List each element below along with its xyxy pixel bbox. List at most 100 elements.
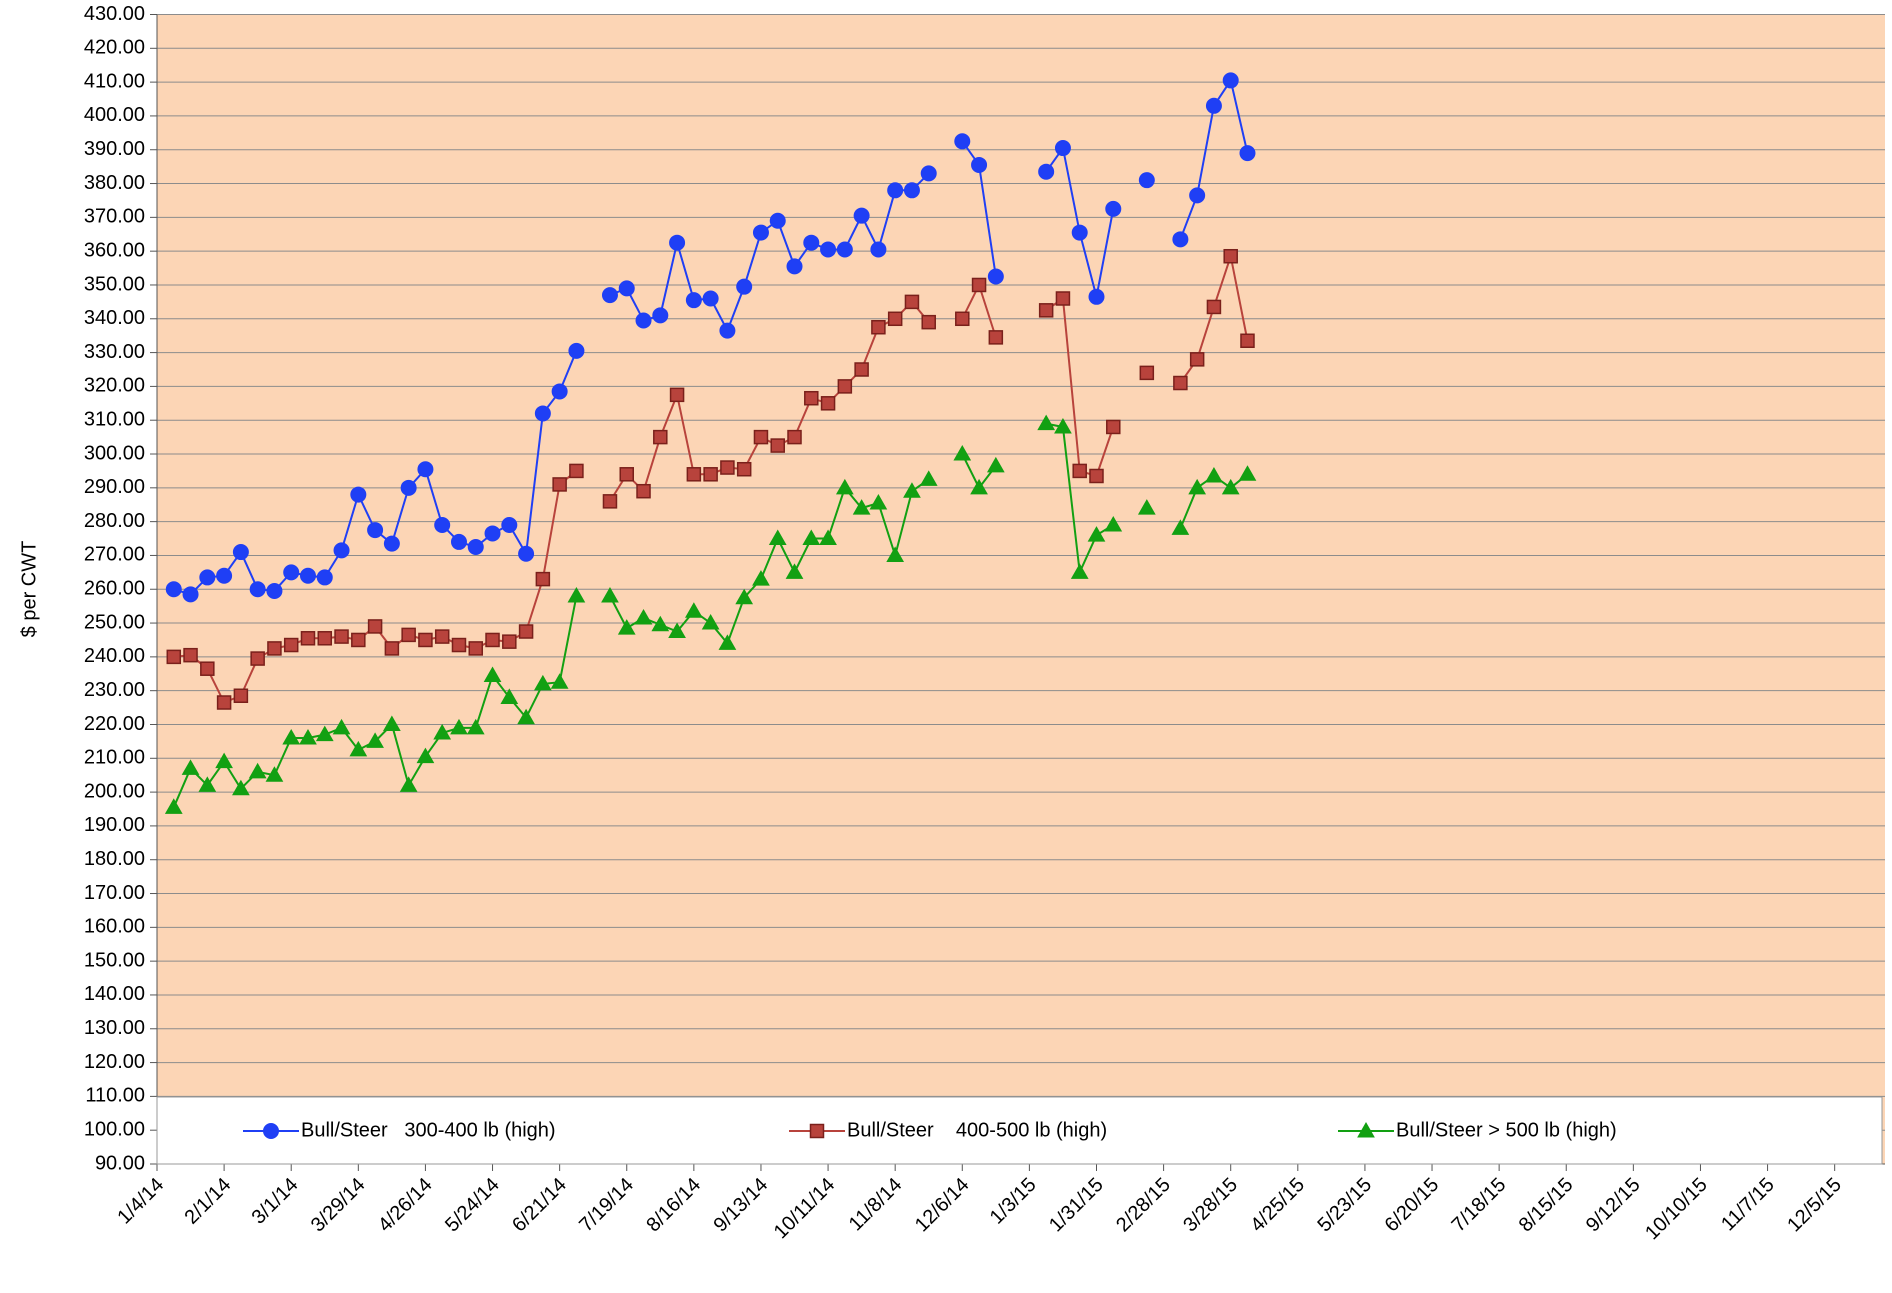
marker [702,290,719,307]
marker [1037,414,1056,431]
marker [266,582,283,599]
marker [183,647,198,663]
marker [400,479,417,496]
legend-box [156,1096,1883,1165]
marker [384,641,400,656]
legend: Bull/Steer 300-400 lb (high) Bull/Steer 4… [156,1096,1883,1165]
marker [450,533,467,550]
y-tick-label: 120.00 [84,1051,145,1073]
marker [199,569,216,586]
marker [367,619,383,634]
marker [770,438,785,453]
marker [534,405,551,422]
marker [685,292,702,309]
marker [837,379,853,394]
y-tick-label: 160.00 [84,916,145,938]
marker [232,544,249,561]
y-tick-label: 400.00 [84,104,145,126]
x-tick-label: 9/12/15 [1582,1174,1645,1237]
x-tick-label: 8/16/14 [642,1174,705,1237]
y-tick-label: 110.00 [85,1085,145,1107]
marker [332,718,351,735]
marker [1105,200,1122,217]
marker [1189,187,1206,204]
marker [483,666,502,682]
marker [350,486,367,503]
marker [485,632,500,648]
marker [635,312,652,329]
marker [1089,468,1104,484]
marker [753,429,769,445]
x-tick-label: 11/7/15 [1717,1174,1779,1236]
marker [651,615,670,632]
marker [1055,291,1071,306]
y-tick-label: 360.00 [84,239,145,261]
marker [852,499,871,515]
marker [1106,419,1121,435]
marker [920,165,937,182]
marker [768,529,787,546]
y-tick-label: 390.00 [84,138,145,160]
marker [886,546,905,562]
y-tick-label: 330.00 [84,341,145,363]
y-tick-label: 430.00 [84,3,145,25]
marker [216,567,233,584]
x-tick-label: 9/13/14 [709,1174,772,1237]
marker [249,581,266,598]
marker [283,637,299,653]
marker [1171,519,1190,535]
marker [434,629,450,644]
y-tick-label: 220.00 [84,713,145,735]
marker [300,631,316,646]
y-tick-label: 150.00 [84,949,145,971]
marker [567,587,586,603]
marker [198,776,217,792]
marker [1188,478,1207,495]
y-tick-label: 170.00 [84,882,145,904]
marker [1222,72,1239,89]
y-tick-label: 420.00 [84,37,145,59]
marker [804,390,819,406]
marker [602,494,618,509]
marker [164,798,183,814]
marker [785,563,804,579]
marker [1137,499,1156,515]
marker [904,294,920,310]
y-tick-label: 340.00 [84,307,145,329]
marker [569,463,584,479]
marker [652,307,669,324]
legend-label: Bull/Steer 300-400 lb (high) [301,1119,556,1141]
marker [1221,478,1240,495]
x-tick-label: 12/6/14 [911,1174,974,1237]
marker [433,723,452,740]
marker [618,280,635,297]
y-tick-label: 210.00 [84,747,145,769]
x-tick-label: 3/29/14 [307,1174,370,1237]
marker [819,529,837,546]
marker [367,522,384,539]
x-tick-label: 6/20/15 [1381,1174,1444,1237]
marker [299,567,316,584]
marker [1070,563,1089,579]
y-tick-label: 350.00 [84,273,145,295]
marker [467,538,484,555]
marker [987,268,1004,285]
x-tick-label: 11/8/14 [845,1174,907,1236]
marker [552,477,567,492]
marker [1189,352,1205,367]
marker [1104,516,1123,532]
marker [315,725,334,742]
y-tick-label: 260.00 [84,578,145,600]
marker [1239,145,1256,162]
marker [299,729,317,745]
marker [669,387,685,403]
marker [1087,526,1106,542]
y-tick-label: 320.00 [84,375,145,397]
y-tick-label: 300.00 [84,442,145,464]
marker [181,759,200,775]
marker [736,461,752,477]
y-tick-label: 270.00 [84,544,145,566]
marker [263,1123,279,1139]
y-tick-label: 370.00 [84,206,145,228]
marker [1071,224,1088,241]
